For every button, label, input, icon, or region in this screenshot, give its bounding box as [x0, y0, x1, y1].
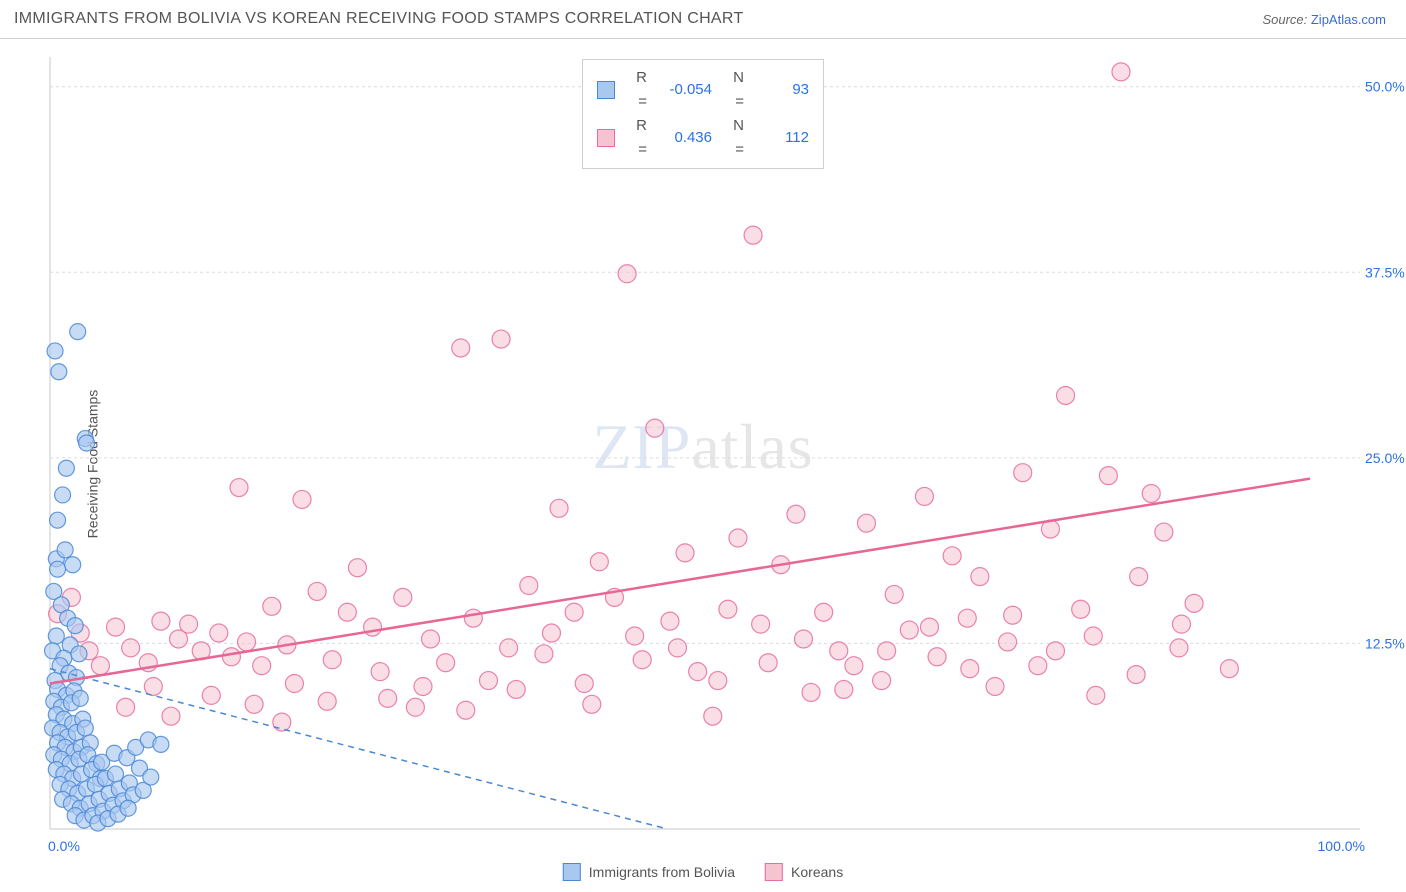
svg-text:0.0%: 0.0%	[48, 838, 80, 854]
legend-swatch	[597, 81, 615, 99]
correlation-row: R =-0.054N =93	[597, 66, 809, 114]
source-link[interactable]: ZipAtlas.com	[1311, 12, 1386, 27]
series-legend: Immigrants from Bolivia Koreans	[563, 863, 843, 881]
svg-text:25.0%: 25.0%	[1365, 450, 1405, 466]
correlation-row: R =0.436N =112	[597, 114, 809, 162]
svg-text:12.5%: 12.5%	[1365, 635, 1405, 651]
legend-swatch	[765, 863, 783, 881]
chart-header: IMMIGRANTS FROM BOLIVIA VS KOREAN RECEIV…	[0, 0, 1406, 39]
chart-title: IMMIGRANTS FROM BOLIVIA VS KOREAN RECEIV…	[14, 10, 744, 28]
legend-swatch	[563, 863, 581, 881]
chart-source: Source: ZipAtlas.com	[1262, 12, 1386, 27]
series-legend-item: Immigrants from Bolivia	[563, 863, 735, 881]
chart-area: Receiving Food Stamps ZIPatlas 12.5%25.0…	[0, 39, 1406, 889]
correlation-legend: R =-0.054N =93R =0.436N =112	[582, 59, 824, 169]
series-legend-item: Koreans	[765, 863, 843, 881]
svg-text:37.5%: 37.5%	[1365, 264, 1405, 280]
svg-text:100.0%: 100.0%	[1318, 838, 1365, 854]
legend-swatch	[597, 129, 615, 147]
series-0	[45, 324, 169, 831]
svg-text:50.0%: 50.0%	[1365, 79, 1405, 95]
